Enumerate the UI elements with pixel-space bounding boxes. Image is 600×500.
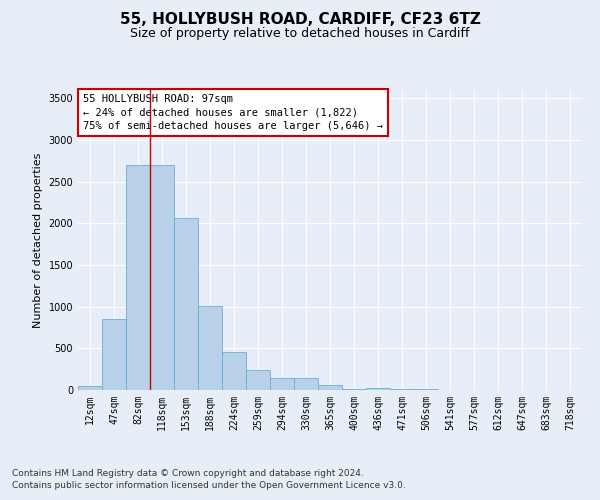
Bar — [414, 389, 438, 390]
Bar — [222, 352, 246, 390]
Bar — [342, 389, 366, 390]
Text: 55 HOLLYBUSH ROAD: 97sqm
← 24% of detached houses are smaller (1,822)
75% of sem: 55 HOLLYBUSH ROAD: 97sqm ← 24% of detach… — [83, 94, 383, 131]
Text: Size of property relative to detached houses in Cardiff: Size of property relative to detached ho… — [130, 28, 470, 40]
Text: Contains HM Land Registry data © Crown copyright and database right 2024.: Contains HM Land Registry data © Crown c… — [12, 468, 364, 477]
Bar — [366, 388, 390, 390]
Bar — [246, 370, 270, 390]
Bar — [174, 218, 198, 390]
Text: Contains public sector information licensed under the Open Government Licence v3: Contains public sector information licen… — [12, 481, 406, 490]
Bar — [126, 165, 150, 390]
Text: 55, HOLLYBUSH ROAD, CARDIFF, CF23 6TZ: 55, HOLLYBUSH ROAD, CARDIFF, CF23 6TZ — [119, 12, 481, 28]
Y-axis label: Number of detached properties: Number of detached properties — [33, 152, 43, 328]
Bar — [102, 319, 126, 390]
Bar — [390, 389, 414, 390]
Bar — [198, 306, 222, 390]
Bar — [150, 165, 174, 390]
Bar — [78, 386, 102, 390]
Bar — [294, 378, 318, 390]
Bar — [270, 378, 294, 390]
Bar — [318, 385, 342, 390]
